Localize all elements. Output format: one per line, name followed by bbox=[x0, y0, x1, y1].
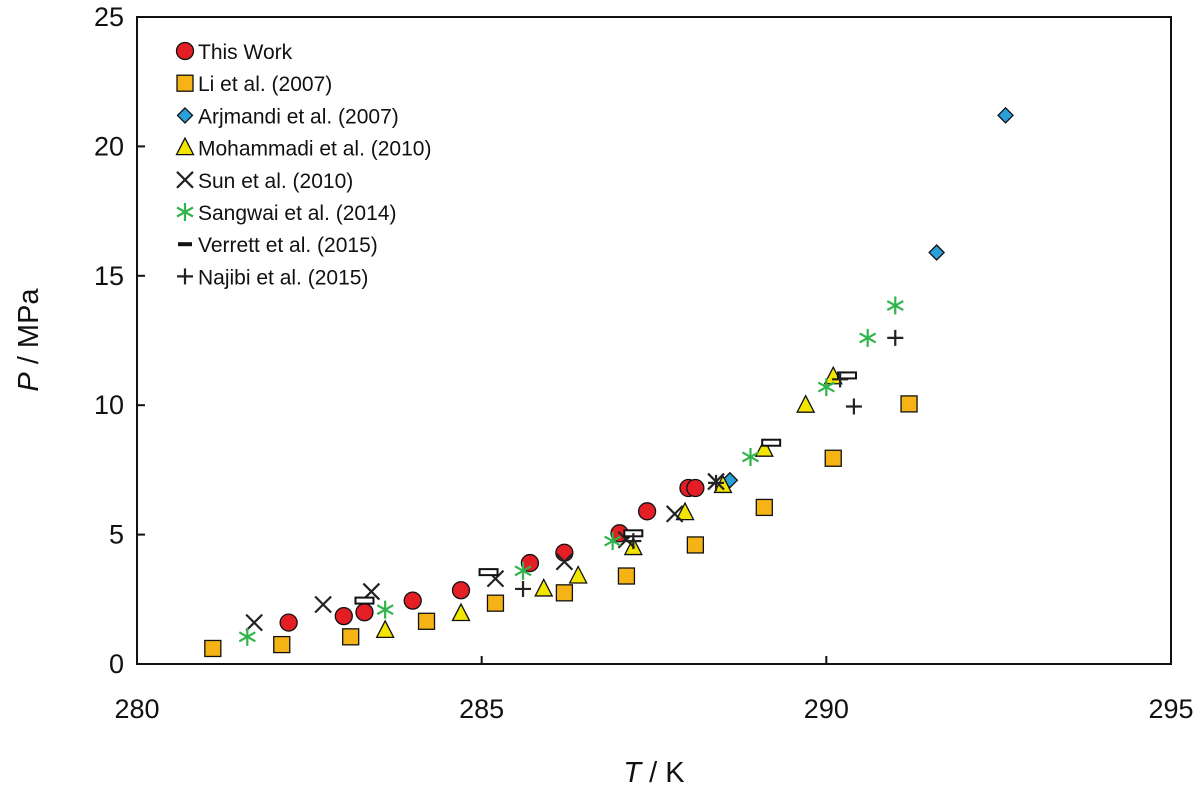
legend-item: Sun et al. (2010) bbox=[176, 170, 353, 193]
legend-marker-x bbox=[176, 171, 194, 189]
data-point-circle bbox=[355, 603, 374, 622]
data-point-triangle bbox=[451, 602, 471, 622]
legend-item: Sangwai et al. (2014) bbox=[176, 202, 396, 225]
data-point-square bbox=[342, 628, 360, 646]
legend-marker-dash bbox=[178, 242, 192, 247]
data-point-square bbox=[204, 639, 222, 658]
data-point-triangle bbox=[534, 578, 554, 597]
data-point-asterisk bbox=[376, 600, 394, 619]
data-point-circle bbox=[334, 606, 353, 626]
y-tick-label: 10 bbox=[94, 390, 124, 420]
data-point-asterisk bbox=[741, 447, 760, 466]
legend-label: Verrett et al. (2015) bbox=[198, 234, 378, 257]
legend-item: Verrett et al. (2015) bbox=[178, 234, 378, 257]
legend-label: Li et al. (2007) bbox=[198, 73, 332, 96]
data-point-plus bbox=[708, 474, 725, 491]
data-point-circle bbox=[403, 591, 422, 610]
legend-item: Mohammadi et al. (2010) bbox=[175, 136, 431, 161]
legend-item: This Work bbox=[175, 41, 293, 64]
legend-item: Arjmandi et al. (2007) bbox=[176, 105, 399, 128]
legend-label: Arjmandi et al. (2007) bbox=[198, 105, 399, 128]
data-point-triangle bbox=[754, 438, 774, 457]
data-point-x bbox=[555, 552, 574, 571]
x-tick-label: 285 bbox=[459, 694, 504, 724]
data-point-square bbox=[486, 594, 505, 612]
legend-label: Najibi et al. (2015) bbox=[198, 266, 368, 289]
data-point-square bbox=[755, 498, 773, 517]
legend-label: Sangwai et al. (2014) bbox=[198, 202, 396, 225]
x-tick-label: 295 bbox=[1148, 694, 1193, 724]
data-point-circle bbox=[451, 581, 471, 600]
legend-marker-triangle bbox=[175, 136, 195, 156]
data-points bbox=[204, 106, 1014, 658]
data-point-square bbox=[900, 395, 918, 413]
legend-marker-circle bbox=[175, 41, 195, 61]
data-point-asterisk bbox=[514, 561, 532, 580]
data-point-triangle bbox=[796, 394, 816, 413]
y-tick-label: 0 bbox=[109, 649, 124, 679]
data-point-square bbox=[824, 449, 842, 467]
legend-marker-diamond bbox=[176, 106, 194, 124]
data-point-plus bbox=[832, 371, 849, 388]
y-axis-title: P / MPa bbox=[13, 288, 45, 392]
data-point-plus bbox=[887, 329, 904, 346]
legend-item: Li et al. (2007) bbox=[176, 73, 332, 96]
data-point-asterisk bbox=[817, 378, 835, 397]
axis-ticks: 280 285 290 295 0 5 10 15 20 25 bbox=[94, 2, 1194, 724]
legend-item: Najibi et al. (2015) bbox=[177, 266, 368, 289]
data-point-square bbox=[686, 536, 705, 554]
data-point-triangle bbox=[568, 565, 588, 584]
data-point-triangle bbox=[375, 619, 395, 639]
data-point-asterisk bbox=[604, 532, 622, 551]
data-point-square bbox=[555, 584, 574, 602]
data-point-plus bbox=[845, 398, 862, 415]
data-point-x bbox=[314, 595, 332, 614]
data-point-circle bbox=[279, 613, 298, 632]
legend-label: Sun et al. (2010) bbox=[198, 170, 353, 193]
legend: This Work Li et al. (2007) Arjmandi et al.… bbox=[175, 41, 431, 289]
data-point-triangle bbox=[675, 501, 695, 521]
plot-frame bbox=[136, 16, 1172, 665]
data-point-dash bbox=[478, 568, 499, 577]
data-point-dash bbox=[354, 596, 375, 605]
data-point-plus bbox=[625, 533, 642, 550]
data-point-square bbox=[417, 612, 436, 630]
x-tick-label: 280 bbox=[114, 694, 159, 724]
data-point-diamond bbox=[997, 106, 1014, 124]
data-point-asterisk bbox=[886, 296, 904, 315]
legend-label: Mohammadi et al. (2010) bbox=[198, 138, 431, 161]
data-point-asterisk bbox=[238, 627, 256, 646]
data-point-circle bbox=[686, 478, 705, 498]
data-point-square bbox=[617, 567, 636, 585]
y-tick-label: 5 bbox=[109, 520, 124, 550]
data-point-plus bbox=[515, 580, 532, 597]
data-point-circle bbox=[555, 543, 574, 562]
x-tick-label: 290 bbox=[804, 694, 849, 724]
data-point-circle bbox=[520, 553, 540, 573]
data-point-circle bbox=[637, 502, 657, 521]
data-point-x bbox=[245, 613, 263, 632]
data-point-diamond bbox=[928, 244, 946, 261]
legend-marker-square bbox=[176, 74, 194, 92]
legend-label: This Work bbox=[198, 41, 293, 64]
y-tick-label: 15 bbox=[94, 261, 124, 291]
x-axis-title: T / K bbox=[623, 757, 685, 789]
y-tick-label: 20 bbox=[94, 131, 124, 161]
data-point-x bbox=[665, 505, 684, 523]
legend-marker-asterisk bbox=[176, 203, 194, 221]
legend-marker-plus bbox=[177, 268, 193, 285]
data-point-asterisk bbox=[859, 328, 877, 347]
data-point-square bbox=[273, 635, 291, 654]
y-tick-label: 25 bbox=[94, 2, 124, 32]
data-point-dash bbox=[761, 438, 782, 447]
